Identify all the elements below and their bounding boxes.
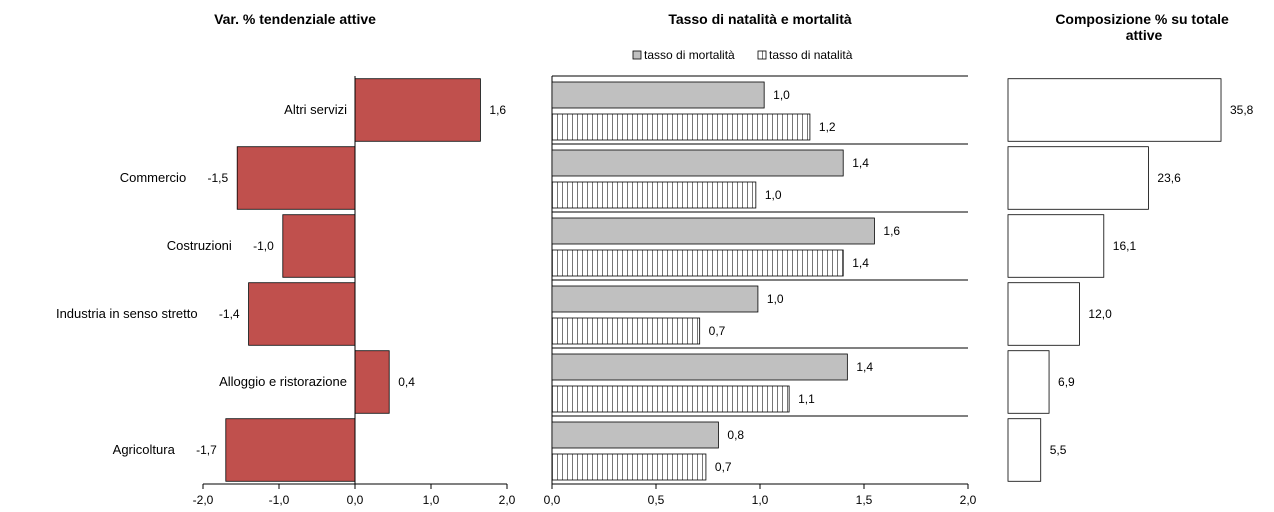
- x-tick-label: 2,0: [499, 493, 516, 507]
- category-label: Costruzioni: [167, 238, 232, 253]
- composition-value-label: 5,5: [1050, 443, 1067, 457]
- natality-bar: [551, 249, 844, 277]
- variation-bar: [225, 418, 356, 482]
- mortality-bar: [551, 149, 844, 177]
- mortality-bar: [551, 217, 875, 245]
- variation-value-label: 1,6: [489, 103, 506, 117]
- natality-bar: [551, 453, 707, 481]
- variation-value-label: 0,4: [398, 375, 415, 389]
- natality-value-label: 1,4: [852, 256, 869, 270]
- mortality-bar: [551, 421, 719, 449]
- legend-label-natality: tasso di natalità: [769, 48, 853, 62]
- category-label: Agricoltura: [113, 442, 176, 457]
- variation-value-label: -1,5: [208, 171, 229, 185]
- natality-bar: [551, 113, 811, 141]
- legend-swatch-natality: [757, 50, 767, 60]
- variation-value-label: -1,7: [196, 443, 217, 457]
- composition-bar: [1007, 146, 1149, 210]
- variation-bar: [236, 146, 356, 210]
- composition-bar: [1007, 282, 1080, 346]
- composition-bar: [1007, 350, 1050, 414]
- category-label: Alloggio e ristorazione: [219, 374, 347, 389]
- x-tick-label: -2,0: [193, 493, 214, 507]
- mortality-bar: [551, 81, 765, 109]
- variation-bar: [248, 282, 356, 346]
- natality-bar: [551, 317, 701, 345]
- composition-value-label: 16,1: [1113, 239, 1137, 253]
- variation-bar: [282, 214, 356, 278]
- variation-value-label: -1,4: [219, 307, 240, 321]
- composition-bar: [1007, 214, 1105, 278]
- composition-title-line-2: attive: [1126, 27, 1163, 43]
- variation-bar: [354, 350, 390, 414]
- x-tick-label: 1,0: [752, 493, 769, 507]
- legend-swatch-mortality: [632, 50, 642, 60]
- variation-value-label: -1,0: [253, 239, 274, 253]
- composition-chart: Composizione % su totale attive 35,8 23,6…: [1007, 11, 1254, 482]
- composition-value-label: 35,8: [1230, 103, 1254, 117]
- mortality-bar: [551, 353, 848, 381]
- rate-chart-title: Tasso di natalità e mortalità: [668, 11, 852, 27]
- natality-bar: [551, 181, 757, 209]
- natality-bar: [551, 385, 790, 413]
- birth-death-rate-chart: Tasso di natalità e mortalità tasso di m…: [544, 11, 977, 507]
- natality-value-label: 1,1: [798, 392, 815, 406]
- x-tick-label: 0,5: [648, 493, 665, 507]
- composition-value-label: 12,0: [1088, 307, 1112, 321]
- composition-title-line-1: Composizione % su totale: [1055, 11, 1229, 27]
- category-label: Industria in senso stretto: [56, 306, 198, 321]
- variation-chart-title: Var. % tendenziale attive: [214, 11, 376, 27]
- mortality-value-label: 1,0: [773, 88, 790, 102]
- composition-chart-title: Composizione % su totale attive: [1055, 11, 1232, 43]
- mortality-value-label: 0,8: [727, 428, 744, 442]
- category-label: Altri servizi: [284, 102, 347, 117]
- natality-value-label: 0,7: [709, 324, 726, 338]
- composition-value-label: 6,9: [1058, 375, 1075, 389]
- mortality-value-label: 1,6: [883, 224, 900, 238]
- composition-bar: [1007, 418, 1042, 482]
- natality-value-label: 0,7: [715, 460, 732, 474]
- x-tick-label: -1,0: [269, 493, 290, 507]
- legend-label-mortality: tasso di mortalità: [644, 48, 735, 62]
- mortality-value-label: 1,4: [852, 156, 869, 170]
- natality-value-label: 1,2: [819, 120, 836, 134]
- variation-bar: [354, 78, 481, 142]
- mortality-value-label: 1,0: [767, 292, 784, 306]
- x-tick-label: 0,0: [347, 493, 364, 507]
- x-tick-label: 2,0: [960, 493, 977, 507]
- x-tick-label: 1,0: [423, 493, 440, 507]
- category-label: Commercio: [120, 170, 186, 185]
- rate-legend: tasso di mortalità tasso di natalità: [632, 48, 853, 62]
- mortality-bar: [551, 285, 759, 313]
- composition-bar: [1007, 78, 1222, 142]
- x-tick-label: 0,0: [544, 493, 561, 507]
- natality-value-label: 1,0: [765, 188, 782, 202]
- composition-value-label: 23,6: [1157, 171, 1181, 185]
- mortality-value-label: 1,4: [856, 360, 873, 374]
- x-tick-label: 1,5: [856, 493, 873, 507]
- variation-chart: Var. % tendenziale attive 1,6 Altri servi…: [56, 11, 516, 507]
